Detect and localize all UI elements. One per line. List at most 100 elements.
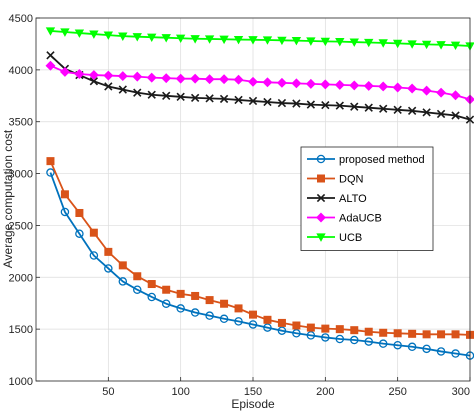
series-2	[46, 51, 474, 124]
data-point	[422, 344, 431, 354]
data-point	[436, 347, 446, 356]
y-tick-label: 1000	[9, 376, 33, 388]
data-point	[378, 81, 389, 92]
data-point	[407, 40, 417, 49]
data-point	[248, 36, 258, 45]
legend-label: DQN	[339, 174, 364, 186]
data-point	[306, 331, 316, 340]
data-point	[407, 342, 417, 352]
data-point	[104, 264, 113, 273]
data-point	[393, 329, 402, 338]
data-point	[89, 228, 98, 237]
series-4	[45, 27, 474, 51]
data-point	[320, 79, 331, 90]
data-point	[104, 82, 113, 91]
data-point	[118, 277, 128, 286]
data-point	[146, 72, 157, 83]
data-point	[335, 38, 345, 47]
data-point	[45, 27, 56, 36]
data-point	[234, 304, 243, 313]
data-point	[421, 40, 432, 50]
y-tick-label: 4000	[9, 65, 33, 77]
data-point	[335, 101, 344, 110]
data-point	[421, 85, 432, 96]
data-point	[205, 296, 214, 305]
data-point	[60, 207, 70, 217]
data-point	[46, 168, 55, 177]
data-point	[204, 35, 215, 44]
data-point	[89, 77, 99, 86]
data-point	[147, 33, 157, 43]
data-point	[133, 88, 142, 97]
data-point	[104, 247, 113, 256]
x-tick-label: 50	[102, 386, 114, 398]
data-point	[132, 33, 142, 42]
data-point	[305, 78, 316, 89]
data-point	[263, 97, 272, 107]
legend-label: AdaUCB	[339, 213, 382, 225]
data-point	[161, 299, 171, 308]
data-point	[176, 289, 185, 298]
data-point	[248, 76, 258, 87]
data-point	[219, 74, 230, 85]
data-point	[75, 229, 84, 238]
x-tick-label: 300	[452, 386, 470, 398]
legend: proposed method DQN ALTO AdaUCB UCB	[300, 146, 434, 251]
data-point	[190, 35, 200, 44]
data-point	[233, 35, 244, 45]
data-point	[75, 208, 84, 217]
data-point	[334, 79, 345, 90]
data-point	[219, 94, 229, 104]
data-point	[176, 92, 185, 101]
data-point	[363, 80, 374, 91]
data-point	[276, 77, 287, 88]
data-point	[219, 314, 229, 324]
data-point	[292, 321, 301, 330]
data-point	[349, 80, 360, 91]
data-point	[450, 90, 461, 101]
data-point	[378, 39, 388, 48]
data-point	[321, 333, 330, 342]
legend-marker	[316, 174, 325, 183]
series-line	[49, 54, 471, 121]
data-point	[190, 73, 201, 84]
data-point	[161, 73, 172, 84]
x-tick-label: 200	[316, 386, 334, 398]
data-point	[103, 31, 114, 40]
data-point	[262, 77, 273, 88]
data-point	[436, 41, 446, 50]
data-point	[349, 38, 359, 47]
legend-marker	[316, 233, 326, 242]
data-point	[436, 109, 446, 119]
series-group	[45, 27, 474, 360]
data-point	[190, 308, 200, 317]
data-point	[306, 100, 316, 109]
data-point	[118, 85, 127, 94]
legend-entry: AdaUCB	[307, 213, 382, 225]
data-point	[291, 37, 302, 46]
data-point	[205, 311, 214, 320]
data-point	[422, 108, 431, 117]
data-point	[277, 318, 286, 327]
data-point	[234, 317, 243, 326]
data-point	[451, 111, 460, 120]
legend-label: UCB	[339, 232, 362, 244]
data-point	[407, 106, 417, 115]
data-point	[234, 95, 243, 105]
data-point	[132, 71, 143, 82]
data-point	[364, 337, 373, 346]
y-axis-label: Average computation cost	[1, 129, 15, 268]
data-point	[162, 285, 171, 294]
data-point	[46, 157, 55, 166]
y-tick-label: 2500	[9, 220, 33, 232]
data-point	[248, 310, 257, 319]
data-point	[277, 36, 287, 46]
data-point	[248, 96, 258, 106]
data-point	[219, 35, 229, 45]
data-point	[89, 251, 99, 260]
y-tick-label: 2000	[9, 272, 33, 284]
data-point	[248, 320, 258, 329]
data-point	[262, 36, 273, 45]
data-point	[379, 104, 388, 113]
